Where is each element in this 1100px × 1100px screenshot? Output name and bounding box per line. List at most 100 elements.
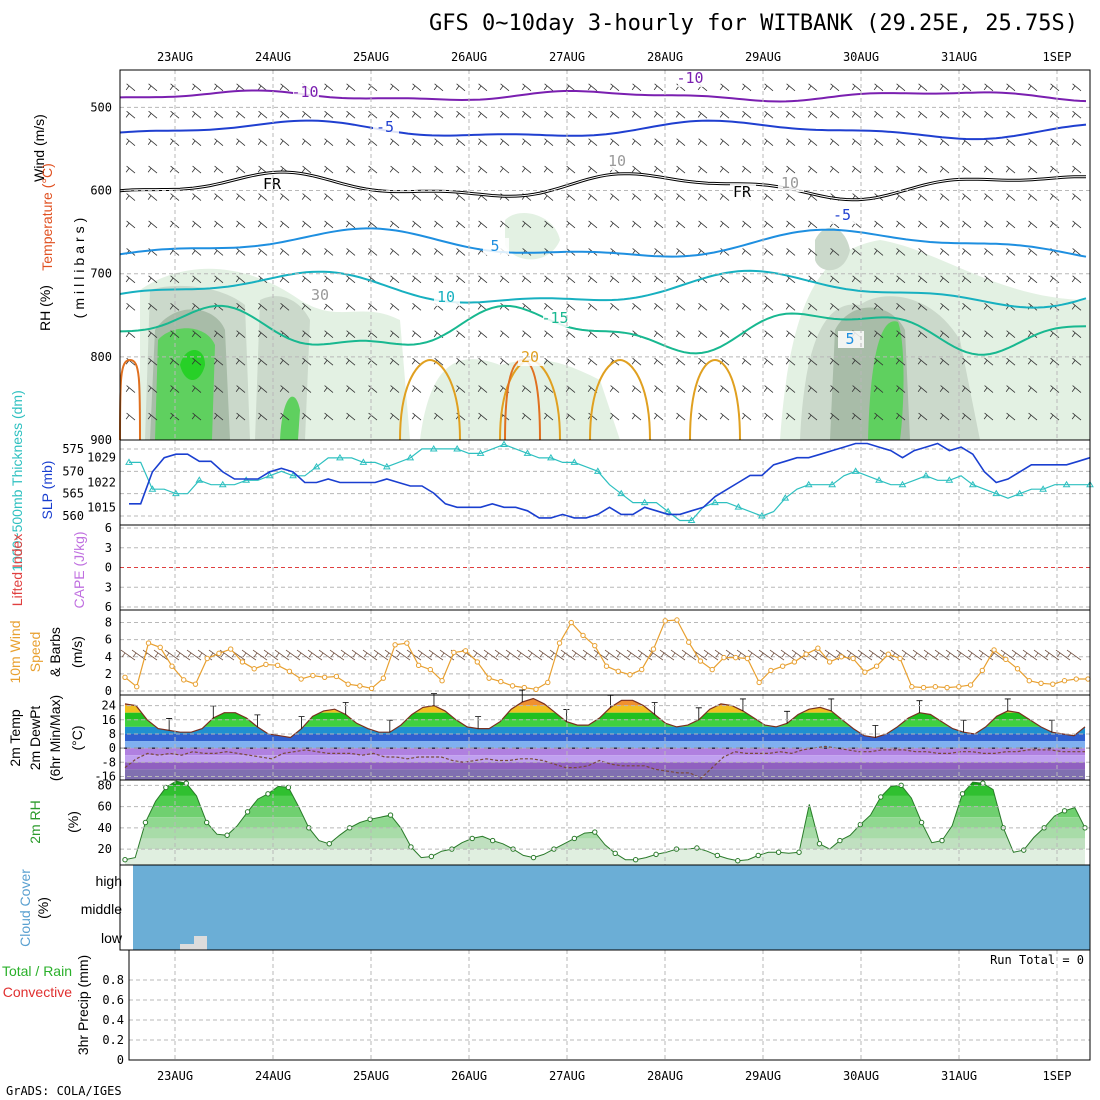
rh2m-point (142, 819, 149, 826)
wind-barb (587, 220, 598, 229)
wind10-point (873, 663, 880, 669)
date-label-bottom: 24AUG (255, 1069, 291, 1083)
wind-barb (763, 275, 774, 284)
wind10-point (909, 684, 915, 690)
wind-barb (477, 138, 488, 146)
wind-barb (961, 385, 972, 393)
wind10-barb (296, 649, 312, 661)
rh2m-panel (119, 779, 1091, 866)
wind-barb (895, 110, 906, 119)
temp-band (125, 741, 1085, 749)
wind-barb (323, 110, 334, 119)
contour-label-bg (838, 331, 864, 348)
wind-barb (389, 165, 400, 174)
axes-labels: 23AUG 23AUG 24AUG 24AUG 25AUG 25AUG 26AUG 26AUG… (62, 50, 1071, 1083)
wind-barb (939, 83, 950, 92)
wind-barb (477, 385, 488, 393)
wind-barb (521, 412, 532, 421)
wind-barb (917, 275, 928, 284)
wind-barb (873, 412, 884, 421)
thickness-marker (171, 489, 180, 497)
wind-barb (961, 165, 972, 174)
contour-label: 5 (845, 330, 854, 348)
wind-barb (741, 412, 752, 421)
wind-barb (1049, 110, 1060, 119)
wind-barb (169, 385, 180, 393)
wind10-point (920, 684, 927, 691)
wind-barb (829, 138, 840, 146)
wind10-point (310, 672, 316, 679)
wind-barb (741, 83, 752, 92)
temp-minmax-bar (430, 693, 437, 706)
wind10-point (709, 666, 715, 673)
wind-barb (785, 220, 796, 229)
wind-barb (191, 357, 202, 366)
rh2m-ylabel-line1: 2m RH (27, 800, 43, 844)
temp-minmax-bar (298, 716, 305, 729)
wind-barb (455, 220, 466, 229)
wind-barb (279, 193, 290, 201)
wind-barb (301, 275, 312, 284)
wind-barb (235, 330, 246, 339)
wind-barb (367, 165, 378, 174)
wind-barb (235, 220, 246, 229)
wind10-barb (285, 649, 301, 661)
thickness-marker (453, 444, 462, 452)
thickness-marker (875, 476, 883, 483)
wind10-barb (1033, 649, 1049, 661)
wind-barb (873, 248, 884, 256)
wind10-barb (967, 649, 983, 661)
wind-barb (1027, 165, 1038, 174)
contour-label: -5 (833, 206, 851, 224)
rh2m-point (959, 791, 966, 797)
wind10-point (1038, 680, 1044, 686)
wind-barb (477, 357, 488, 366)
temp-band (125, 698, 1085, 706)
thickness-ytick: 560 (62, 509, 84, 523)
date-label-top: 29AUG (745, 50, 781, 64)
wind-barb (169, 275, 180, 284)
wind10-point (181, 677, 187, 683)
rh2m-point (571, 835, 578, 842)
cape-ytick: 0 (105, 561, 112, 575)
wind10-barb (978, 649, 994, 661)
wind-barb (609, 83, 620, 92)
wind10-barb (131, 649, 147, 661)
rh2m-point (387, 812, 394, 818)
wind10-barb (912, 649, 928, 661)
wind10-point (286, 668, 293, 675)
thickness-marker (125, 458, 133, 465)
wind-barb (631, 412, 642, 421)
wind-barb (851, 385, 862, 393)
wind10-barb (769, 649, 785, 661)
wind-barb (565, 138, 576, 146)
wind10-point (145, 640, 152, 646)
wind-barb (433, 165, 444, 174)
wind-barb (301, 110, 312, 119)
wind10-point (474, 659, 481, 665)
wind10-point (979, 667, 986, 674)
wind-barb (499, 165, 510, 174)
wind10-point (944, 684, 950, 691)
wind-barb (917, 193, 928, 201)
thickness-marker (1039, 485, 1048, 492)
wind10-barb (406, 649, 422, 661)
wind-barb (323, 412, 334, 421)
wind10-point (768, 667, 774, 674)
cloud-fill (133, 865, 1090, 950)
wind-barb (851, 412, 862, 421)
wind-barb (455, 165, 466, 174)
wind-barb (279, 248, 290, 256)
contour-temp-5 (119, 227, 1087, 258)
wind-barb (323, 385, 334, 393)
wind-barb (631, 275, 642, 284)
rh2m-point (918, 819, 925, 826)
wind-barb (763, 110, 774, 119)
wind-barb (213, 110, 224, 119)
wind-barb (389, 83, 400, 92)
wind-barb (1027, 385, 1038, 393)
date-label-top: 27AUG (549, 50, 585, 64)
wind-barb (763, 83, 774, 92)
wind-barb (565, 385, 576, 393)
wind-barb (125, 193, 136, 201)
